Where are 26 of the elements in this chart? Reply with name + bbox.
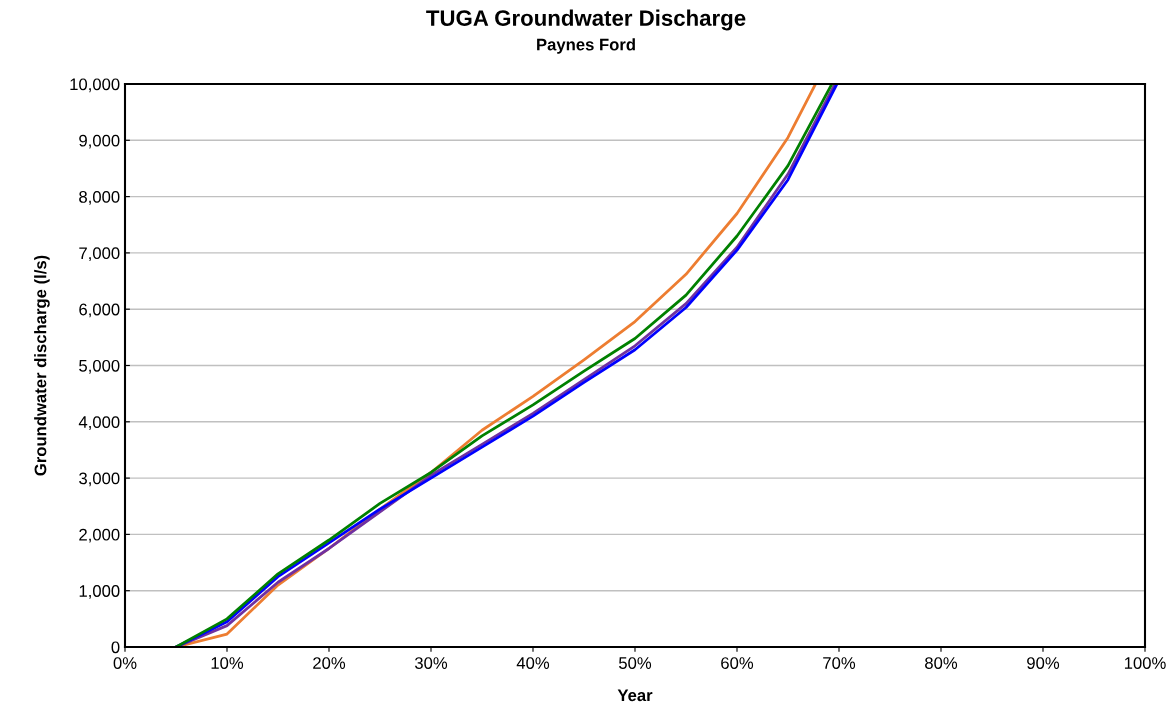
x-tick-label: 0% xyxy=(113,657,137,669)
x-tick-label: 100% xyxy=(1124,657,1166,669)
x-tick-label: 50% xyxy=(618,657,652,669)
y-tick-label: 0 xyxy=(111,641,120,654)
x-axis-title: Year xyxy=(617,689,653,702)
x-tick-label: 40% xyxy=(516,657,550,669)
x-tick-label: 70% xyxy=(823,657,856,669)
chart-subtitle: Paynes Ford xyxy=(537,38,635,54)
y-tick-label: 1,000 xyxy=(79,585,120,599)
x-tick-label: 80% xyxy=(925,657,958,669)
x-tick-label: 30% xyxy=(414,657,448,669)
y-tick-label: 8,000 xyxy=(79,191,120,205)
y-tick-label: 7,000 xyxy=(79,247,120,262)
y-tick-label: 5,000 xyxy=(79,359,120,374)
chart-title: TUGA Groundwater Discharge xyxy=(426,9,746,31)
x-tick-label: 60% xyxy=(721,657,754,669)
x-tick-label: 20% xyxy=(313,657,346,669)
y-axis-title: Groundwater discharge (l/s) xyxy=(34,255,50,476)
y-tick-label: 3,000 xyxy=(79,472,120,487)
y-tick-label: 4,000 xyxy=(78,416,120,430)
x-tick-label: 10% xyxy=(211,657,244,669)
y-tick-label: 2,000 xyxy=(79,528,120,543)
x-tick-label: 90% xyxy=(1027,657,1060,669)
y-tick-label: 6,000 xyxy=(79,303,120,318)
y-tick-label: 10,000 xyxy=(70,78,120,93)
y-tick-label: 9,000 xyxy=(79,134,120,149)
